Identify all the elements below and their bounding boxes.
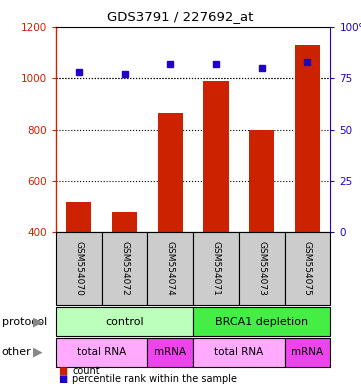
Text: ▶: ▶ xyxy=(33,315,43,328)
Text: ■: ■ xyxy=(58,374,67,384)
Bar xyxy=(284,232,330,305)
Bar xyxy=(102,232,147,305)
Bar xyxy=(56,307,193,336)
Text: GSM554073: GSM554073 xyxy=(257,242,266,296)
Text: total RNA: total RNA xyxy=(77,347,126,358)
Text: ■: ■ xyxy=(58,366,67,376)
Bar xyxy=(295,45,320,232)
Bar xyxy=(147,338,193,367)
Bar xyxy=(56,232,102,305)
Bar xyxy=(239,232,284,305)
Bar xyxy=(193,232,239,305)
Text: GSM554072: GSM554072 xyxy=(120,242,129,296)
Text: ▶: ▶ xyxy=(33,346,43,359)
Text: GSM554070: GSM554070 xyxy=(74,242,83,296)
Text: GDS3791 / 227692_at: GDS3791 / 227692_at xyxy=(107,10,254,23)
Bar xyxy=(204,81,229,232)
Text: GSM554075: GSM554075 xyxy=(303,242,312,296)
Bar xyxy=(249,129,274,232)
Text: count: count xyxy=(72,366,100,376)
Bar xyxy=(284,338,330,367)
Bar xyxy=(193,338,284,367)
Text: mRNA: mRNA xyxy=(154,347,186,358)
Bar xyxy=(193,307,330,336)
Text: mRNA: mRNA xyxy=(291,347,323,358)
Text: control: control xyxy=(105,316,144,327)
Bar xyxy=(56,338,147,367)
Text: GSM554074: GSM554074 xyxy=(166,242,175,296)
Text: other: other xyxy=(2,347,31,358)
Bar xyxy=(158,113,183,232)
Text: protocol: protocol xyxy=(2,316,47,327)
Text: GSM554071: GSM554071 xyxy=(212,242,221,296)
Text: percentile rank within the sample: percentile rank within the sample xyxy=(72,374,237,384)
Bar xyxy=(147,232,193,305)
Bar xyxy=(112,212,137,232)
Text: BRCA1 depletion: BRCA1 depletion xyxy=(215,316,308,327)
Bar xyxy=(66,202,91,232)
Text: total RNA: total RNA xyxy=(214,347,264,358)
